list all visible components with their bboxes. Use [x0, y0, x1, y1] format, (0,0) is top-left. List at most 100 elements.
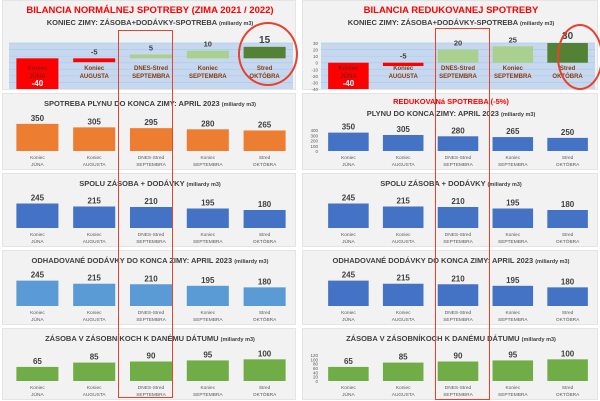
chart-title: SPOTREBA PLYNU DO KONCA ZIMY: APRIL 2023… — [44, 99, 256, 108]
tick-label: 0 — [315, 149, 318, 154]
category-label: Stred — [259, 310, 271, 316]
value-label: 100 — [258, 349, 272, 358]
category-label: Koniec — [505, 232, 520, 238]
bar — [73, 206, 116, 228]
category-label: AUGUSTA — [392, 317, 416, 323]
category-label: JÚNA — [340, 73, 357, 80]
tick-label: 100 — [310, 357, 318, 362]
category-label: Stred — [259, 155, 271, 161]
value-label: 65 — [344, 357, 353, 366]
chart-unit: (miliardy m3) — [522, 337, 556, 343]
value-label: 180 — [561, 200, 575, 209]
category-label: AUGUSTA — [392, 392, 416, 398]
tick-label: 20 — [313, 48, 319, 53]
bar — [129, 128, 173, 151]
value-label: 195 — [506, 199, 520, 208]
bar — [437, 49, 479, 63]
bar — [328, 203, 369, 228]
tick-label: 80 — [313, 362, 319, 367]
left-balance-panel: BILANCIA NORMÁLNEJ SPOTREBY (ZIMA 2021 /… — [2, 0, 296, 90]
value-label: 5 — [149, 44, 153, 53]
category-label: DNES-Stred — [138, 310, 165, 316]
value-label: 100 — [561, 349, 575, 358]
chart-title: BILANCIA NORMÁLNEJ SPOTREBY (ZIMA 2021 /… — [26, 5, 273, 16]
category-label: Koniec — [200, 155, 215, 161]
category-label: Koniec — [338, 66, 359, 72]
value-label: 215 — [397, 197, 411, 206]
category-label: Koniec — [505, 155, 520, 161]
value-label: 245 — [31, 194, 45, 203]
category-label: OKTÓBRA — [253, 161, 277, 168]
chart-unit: (miliardy m3) — [520, 21, 554, 27]
right-supply-chart: ODHADOVANÉ DODÁVKY DO KONCA ZIMY: APRIL … — [328, 256, 588, 323]
category-label: DNES-Stred — [445, 155, 472, 161]
value-label: -5 — [91, 47, 98, 56]
right-storage-panel: ZÁSOBA V ZÁSOBNÍKOCH K DANÉMU DÁTUMU (mi… — [302, 328, 598, 400]
value-label: 305 — [397, 125, 411, 134]
category-label: Stred — [562, 310, 574, 316]
category-label: Koniec — [200, 310, 215, 316]
bar — [16, 123, 59, 151]
right-supply-panel: ODHADOVANÉ DODÁVKY DO KONCA ZIMY: APRIL … — [302, 250, 598, 325]
category-label: SEPTEMBRA — [498, 317, 528, 323]
bar — [73, 362, 116, 381]
category-label: Koniec — [27, 66, 48, 72]
bar — [73, 283, 116, 306]
value-label: 210 — [144, 274, 158, 283]
category-label: Koniec — [87, 155, 102, 161]
category-label: Koniec — [30, 232, 45, 238]
value-label: 245 — [342, 271, 356, 280]
right-balance-chart: BILANCIA REDUKOVANEJ SPOTREBY KONIEC ZIMY… — [311, 5, 595, 91]
value-label: 350 — [31, 114, 45, 123]
category-label: SEPTEMBRA — [443, 162, 473, 168]
bar — [16, 58, 59, 89]
bar — [73, 127, 116, 151]
bar — [186, 285, 229, 306]
tick-label: 120 — [310, 353, 318, 358]
category-label: JÚNA — [31, 161, 44, 168]
category-label: SEPTEMBRA — [136, 239, 166, 245]
category-label: Koniec — [84, 66, 105, 72]
right-total-chart: SPOLU ZÁSOBA + DODÁVKY (miliardy m3) 245 K… — [328, 179, 588, 245]
chart-title: ZÁSOBA V ZÁSOBNÍKOCH K DANÉMU DÁTUMU (mi… — [45, 334, 255, 343]
value-label: 280 — [451, 126, 465, 135]
tick-label: 20 — [313, 375, 319, 380]
bar — [16, 203, 59, 228]
value-label: 20 — [454, 39, 462, 48]
bar — [382, 62, 424, 66]
chart-title: SPOLU ZÁSOBA + DODÁVKY (miliardy m3) — [79, 179, 221, 188]
category-label: DNES-Stred — [134, 66, 168, 72]
category-label: Koniec — [30, 310, 45, 316]
category-label: Koniec — [341, 310, 356, 316]
value-label: 85 — [399, 353, 408, 362]
category-label: SEPTEMBRA — [443, 392, 473, 398]
chart-unit: (miliardy m3) — [222, 102, 256, 108]
category-label: OKTÓBRA — [253, 316, 277, 323]
category-label: SEPTEMBRA — [193, 239, 223, 245]
right-consumption-chart: REDUKOVANá SPOTREBA (-5%) PLYNU DO KONCA … — [310, 97, 588, 168]
bar — [186, 50, 229, 59]
value-label: 25 — [509, 35, 517, 44]
chart-subtitle: KONIEC ZIMY: ZÁSOBA+DODÁVKY-SPOTREBA (mi… — [348, 18, 555, 27]
value-label: 195 — [201, 276, 215, 285]
value-label: 195 — [506, 276, 520, 285]
chart-unit: (miliardy m3) — [234, 259, 268, 265]
category-label: Stred — [562, 155, 574, 161]
bar — [492, 360, 534, 381]
value-label: 90 — [147, 352, 156, 361]
category-label: Koniec — [396, 232, 411, 238]
value-label: 350 — [342, 123, 356, 132]
category-label: Koniec — [396, 385, 411, 391]
bar — [547, 210, 588, 228]
left-balance-chart: BILANCIA NORMÁLNEJ SPOTREBY (ZIMA 2021 /… — [9, 5, 293, 89]
tick-label: -20 — [311, 74, 318, 79]
category-label: JÚNA — [31, 391, 44, 398]
bar — [16, 366, 59, 381]
category-label: AUGUSTA — [389, 74, 419, 80]
tick-label: 10 — [313, 54, 319, 59]
bar — [243, 46, 286, 59]
category-label: SEPTEMBRA — [189, 74, 227, 80]
bar — [382, 206, 424, 228]
category-label: Koniec — [200, 232, 215, 238]
category-label: SEPTEMBRA — [193, 162, 223, 168]
